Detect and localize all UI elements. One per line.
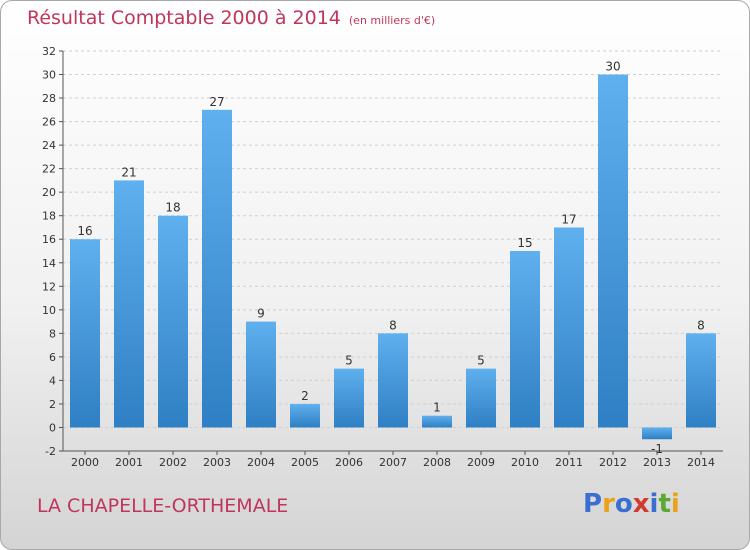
x-tick-label: 2011 <box>555 456 583 469</box>
bar-layer <box>70 74 716 440</box>
bar-2007 <box>378 333 408 428</box>
data-label-2000: 16 <box>77 224 92 238</box>
x-tick-label: 2004 <box>247 456 275 469</box>
bar-2010 <box>510 251 540 428</box>
logo-letter: r <box>602 489 615 519</box>
logo-letter: i <box>670 489 680 519</box>
x-tick-label: 2001 <box>115 456 143 469</box>
y-tick-label: 4 <box>49 374 56 387</box>
data-label-2005: 2 <box>301 389 309 403</box>
logo-letter: x <box>632 489 650 519</box>
data-label-2001: 21 <box>121 165 136 179</box>
data-label-2010: 15 <box>517 236 532 250</box>
bar-2004 <box>246 321 276 428</box>
chart-title-unit: (en milliers d'€) <box>348 14 436 27</box>
y-tick-label: 20 <box>42 186 56 199</box>
y-tick-label: 2 <box>49 398 56 411</box>
data-label-2012: 30 <box>605 60 620 74</box>
x-tick-label: 2007 <box>379 456 407 469</box>
logo-letter: i <box>649 489 659 519</box>
bar-2002 <box>158 215 188 428</box>
x-tick-label: 2014 <box>687 456 715 469</box>
y-tick-label: 22 <box>42 163 56 176</box>
data-label-2014: 8 <box>697 318 705 332</box>
bar-2008 <box>422 415 452 428</box>
bar-2012 <box>598 74 628 428</box>
y-tick-label: 26 <box>42 116 56 129</box>
x-tick-label: 2012 <box>599 456 627 469</box>
data-label-2006: 5 <box>345 354 353 368</box>
commune-name: LA CHAPELLE-ORTHEMALE <box>37 495 289 517</box>
bar-2000 <box>70 239 100 428</box>
data-label-2013: -1 <box>651 442 663 456</box>
data-label-2007: 8 <box>389 318 397 332</box>
bar-2001 <box>114 180 144 428</box>
bar-2003 <box>202 109 232 428</box>
x-tick-label: 2006 <box>335 456 363 469</box>
y-tick-label: 18 <box>42 210 56 223</box>
bar-2009 <box>466 368 496 428</box>
y-tick-label: 24 <box>42 139 56 152</box>
bar-2006 <box>334 368 364 428</box>
data-label-2008: 1 <box>433 401 441 415</box>
x-tick-label: 2009 <box>467 456 495 469</box>
x-tick-label: 2005 <box>291 456 319 469</box>
y-tick-label: 0 <box>49 421 56 434</box>
x-tick-label: 2000 <box>71 456 99 469</box>
y-tick-label: 16 <box>42 233 56 246</box>
logo-letter: o <box>614 489 633 519</box>
y-tick-label: -2 <box>45 445 56 458</box>
y-tick-label: 10 <box>42 304 56 317</box>
data-label-2002: 18 <box>165 201 180 215</box>
y-tick-label: 28 <box>42 92 56 105</box>
bar-2005 <box>290 403 320 428</box>
y-tick-label: 30 <box>42 69 56 82</box>
x-tick-label: 2008 <box>423 456 451 469</box>
y-tick-label: 14 <box>42 257 56 270</box>
x-tick-label: 2010 <box>511 456 539 469</box>
y-tick-label: 12 <box>42 280 56 293</box>
x-tick-label: 2003 <box>203 456 231 469</box>
data-label-2011: 17 <box>561 212 576 226</box>
data-label-2004: 9 <box>257 307 265 321</box>
x-tick-label: 2013 <box>643 456 671 469</box>
data-label-2003: 27 <box>209 95 224 109</box>
bar-2013 <box>642 427 672 440</box>
x-tick-label: 2002 <box>159 456 187 469</box>
bar-2014 <box>686 333 716 428</box>
chart-title: Résultat Comptable 2000 à 2014 (en millie… <box>27 7 435 29</box>
bar-2011 <box>554 227 584 428</box>
y-tick-label: 32 <box>42 45 56 58</box>
chart-title-main: Résultat Comptable 2000 à 2014 <box>27 7 341 29</box>
y-tick-label: 8 <box>49 327 56 340</box>
data-label-2009: 5 <box>477 354 485 368</box>
proxiti-logo: Proxiti <box>583 489 680 519</box>
logo-letter: t <box>658 489 671 519</box>
y-tick-label: 6 <box>49 351 56 364</box>
logo-letter: P <box>583 489 603 519</box>
